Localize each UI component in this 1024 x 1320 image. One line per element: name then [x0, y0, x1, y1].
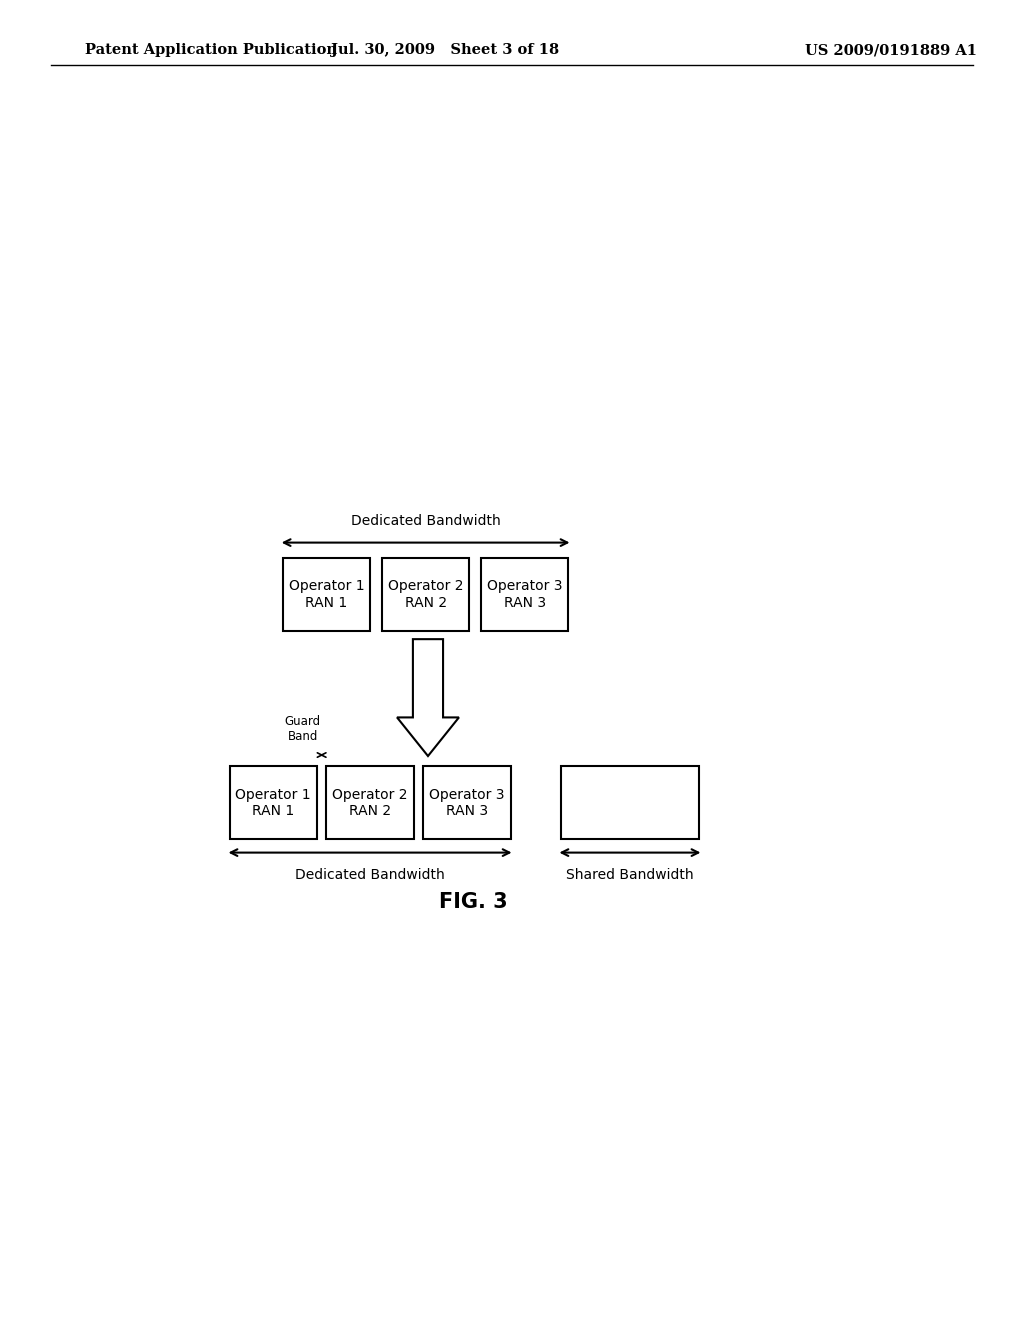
- Polygon shape: [397, 639, 459, 756]
- Bar: [481, 558, 568, 631]
- Text: Jul. 30, 2009   Sheet 3 of 18: Jul. 30, 2009 Sheet 3 of 18: [332, 44, 559, 57]
- Text: Operator 2
RAN 2: Operator 2 RAN 2: [388, 579, 463, 610]
- Text: FIG. 3: FIG. 3: [439, 892, 508, 912]
- Text: Dedicated Bandwidth: Dedicated Bandwidth: [295, 867, 444, 882]
- Text: Patent Application Publication: Patent Application Publication: [85, 44, 337, 57]
- Text: Operator 1
RAN 1: Operator 1 RAN 1: [289, 579, 365, 610]
- Bar: [382, 558, 469, 631]
- Text: Operator 3
RAN 3: Operator 3 RAN 3: [429, 788, 505, 818]
- Text: Shared Bandwidth: Shared Bandwidth: [565, 867, 693, 882]
- Text: Operator 3
RAN 3: Operator 3 RAN 3: [487, 579, 562, 610]
- Text: Guard
Band: Guard Band: [285, 715, 321, 743]
- Bar: [560, 766, 699, 840]
- Bar: [423, 766, 511, 840]
- Text: Operator 2
RAN 2: Operator 2 RAN 2: [333, 788, 408, 818]
- Text: Dedicated Bandwidth: Dedicated Bandwidth: [351, 515, 501, 528]
- Bar: [229, 766, 316, 840]
- Bar: [283, 558, 370, 631]
- Text: Operator 1
RAN 1: Operator 1 RAN 1: [236, 788, 311, 818]
- Bar: [327, 766, 414, 840]
- Text: US 2009/0191889 A1: US 2009/0191889 A1: [805, 44, 977, 57]
